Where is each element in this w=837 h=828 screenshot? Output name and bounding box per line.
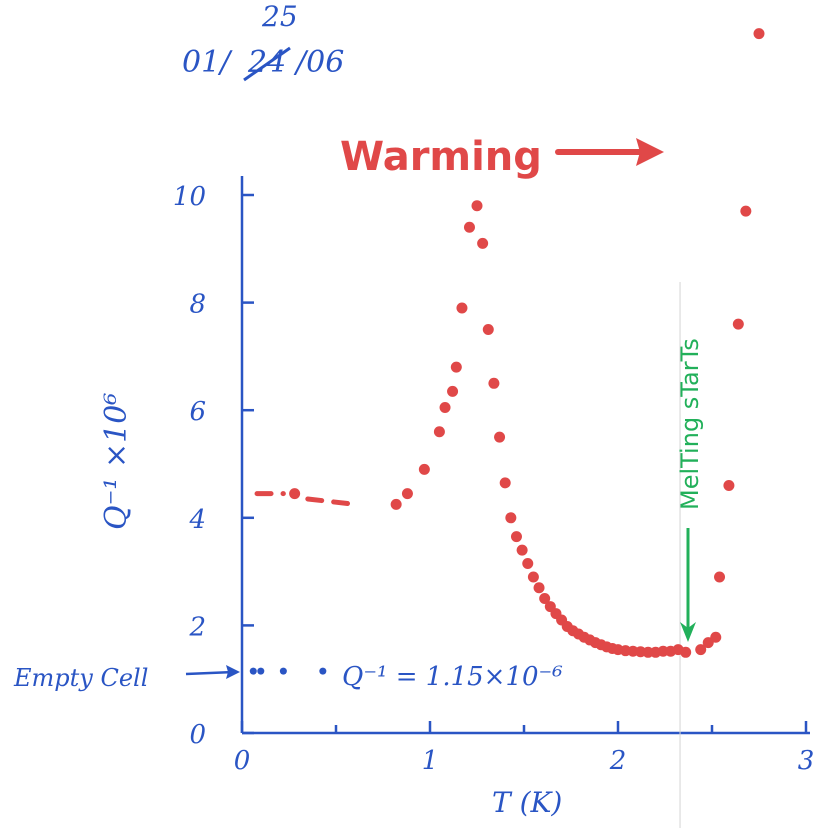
- data-point: [456, 302, 468, 314]
- data-point: [680, 646, 692, 658]
- empty-cell-point: [249, 667, 257, 675]
- warming-arrow-head: [636, 138, 664, 166]
- data-point: [732, 318, 744, 330]
- data-point: [289, 488, 301, 500]
- data-point: [447, 385, 459, 397]
- data-point: [488, 377, 500, 389]
- date-prefix: 01/: [182, 45, 233, 80]
- axes: 0 2 4 6 8 10 0 1 2 3: [173, 176, 814, 828]
- data-point: [714, 571, 726, 583]
- empty-cell-point: [279, 667, 287, 675]
- data-point: [510, 531, 522, 543]
- data-point: [740, 205, 752, 217]
- data-point: [439, 402, 451, 414]
- warming-label: Warming: [340, 134, 542, 180]
- empty-cell-point: [319, 667, 327, 675]
- data-point: [539, 593, 551, 604]
- data-point: [723, 480, 735, 492]
- data-point: [463, 221, 475, 233]
- data-point: [642, 646, 654, 658]
- x-tick-label: 2: [609, 746, 627, 776]
- y-tick-label: 0: [189, 720, 206, 750]
- data-points: [249, 28, 765, 675]
- date-strike: [243, 46, 291, 82]
- data-point: [477, 237, 489, 249]
- x-tick-label: 1: [422, 746, 439, 776]
- data-point: [433, 426, 445, 438]
- data-point: [753, 28, 765, 40]
- y-axis-label: Q⁻¹ ×10⁶: [99, 393, 134, 530]
- data-point: [418, 463, 430, 475]
- data-point: [516, 544, 528, 556]
- dashed-segment: [305, 496, 358, 507]
- x-tick-label: 3: [798, 746, 815, 776]
- data-point: [533, 582, 545, 594]
- x-tick-label: 0: [234, 746, 251, 776]
- data-point: [522, 558, 534, 570]
- data-point: [710, 631, 722, 643]
- data-point: [657, 645, 669, 657]
- empty-cell-arrow-head: [226, 665, 240, 679]
- data-point: [471, 200, 483, 212]
- data-point: [527, 571, 539, 583]
- data-point: [482, 324, 494, 335]
- y-tick-label: 4: [188, 505, 206, 535]
- data-point: [401, 488, 413, 500]
- y-tick-label: 8: [189, 290, 206, 320]
- empty-cell-label: Empty Cell: [13, 664, 148, 692]
- dashed-trend: [254, 491, 358, 507]
- data-point: [494, 431, 506, 443]
- x-axis-label: T (K): [492, 786, 562, 819]
- data-point: [505, 512, 517, 524]
- y-tick-label: 10: [173, 182, 206, 212]
- melting-label: MelTing sTarTs: [676, 338, 704, 510]
- y-tick-label: 2: [188, 612, 206, 642]
- data-point: [499, 477, 511, 489]
- y-tick-label: 6: [189, 397, 206, 427]
- date-correction: 25: [261, 0, 298, 33]
- data-point: [695, 644, 707, 656]
- empty-cell-value: Q⁻¹ = 1.15×10⁻⁶: [342, 662, 563, 692]
- empty-cell-point: [257, 667, 265, 675]
- melting-arrow-head: [680, 622, 696, 642]
- date-suffix: /06: [293, 45, 344, 80]
- empty-cell-arrow-shaft: [185, 670, 235, 676]
- data-point: [450, 361, 462, 373]
- data-point: [390, 498, 402, 510]
